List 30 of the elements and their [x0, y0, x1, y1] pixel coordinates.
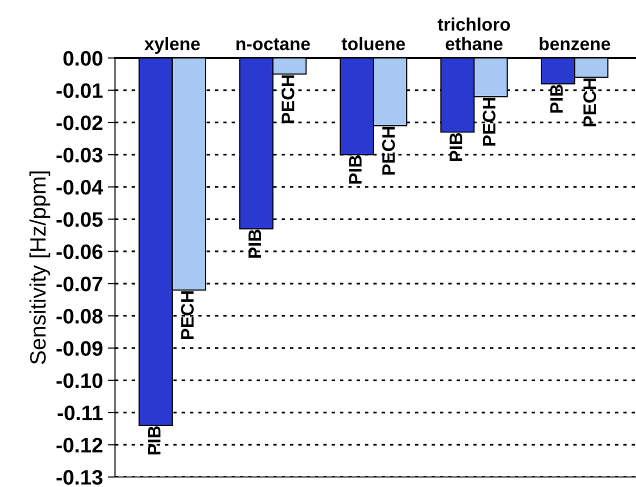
text: PECH [382, 126, 395, 175]
y-axis-title: Sensitivity [Hz/ppm] [29, 172, 50, 364]
text: PIB [349, 156, 362, 184]
text: PECH [482, 98, 496, 146]
x-tick-label: n-octane [236, 38, 310, 50]
text: PIB [248, 230, 261, 258]
y-tick-label: -0.06 [56, 244, 102, 260]
x-tick-label: trichloro ethane [438, 18, 510, 50]
y-tick-label: -0.03 [56, 148, 102, 162]
x-tick-label: xylene [144, 37, 200, 54]
text: PIB [550, 84, 563, 113]
text: PIB [450, 132, 462, 162]
y-tick-label: -0.02 [56, 115, 102, 130]
text: PECH [282, 75, 294, 124]
y-tick-label: -0.11 [58, 406, 103, 420]
y-tick-label: -0.10 [56, 373, 102, 388]
x-tick-label: benzene [540, 37, 610, 50]
text: PECH [583, 78, 596, 126]
y-tick-label: -0.05 [56, 212, 103, 227]
text: PECH [180, 291, 194, 340]
y-tick-label: -0.13 [56, 470, 102, 485]
y-tick-label: -0.12 [56, 438, 102, 453]
y-tick-label: -0.07 [56, 276, 102, 292]
y-tick-label: -0.09 [56, 341, 102, 356]
x-tick-label: toluene [342, 37, 405, 50]
text: PIB [148, 426, 160, 454]
y-tick-label: -0.08 [56, 308, 103, 324]
y-tick-label: 0.00 [63, 51, 102, 66]
y-tick-label: -0.04 [56, 180, 104, 195]
y-tick-label: -0.01 [56, 83, 103, 98]
